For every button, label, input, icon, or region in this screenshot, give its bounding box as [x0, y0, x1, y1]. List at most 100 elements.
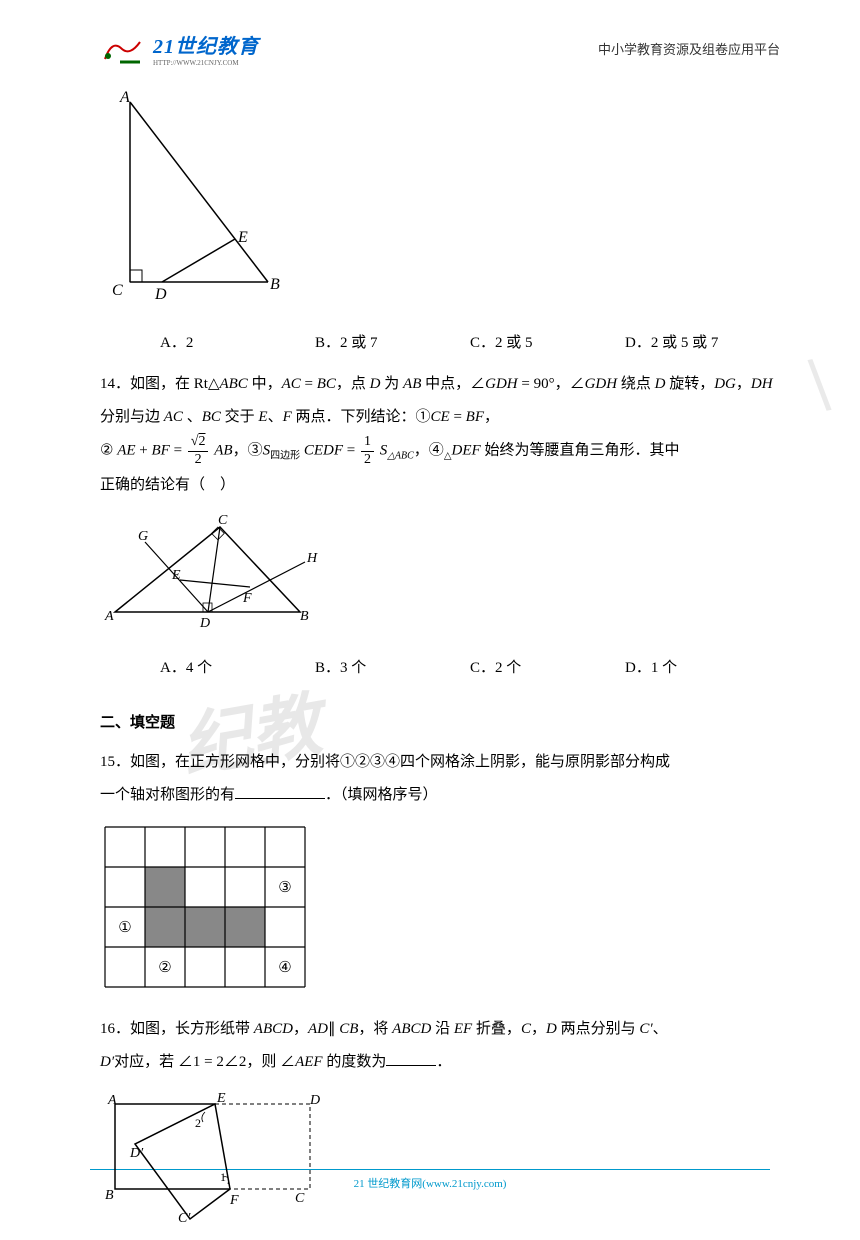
t: 中点，∠ [421, 376, 485, 392]
q15-grid: ①②③④ [100, 822, 780, 1003]
t: 、 [268, 409, 283, 425]
t: 两点．下列结论：① [292, 409, 431, 425]
t: 如图，在正方形网格中，分别将①②③④四个网格涂上阴影，能与原阴影部分构成 [130, 754, 670, 770]
blank [386, 1051, 436, 1066]
svg-text:D: D [154, 286, 167, 303]
q13-opt-b: B．2 或 7 [315, 328, 470, 358]
svg-text:G: G [138, 529, 148, 544]
logo-text-sub: HTTP://WWW.21CNJY.COM [153, 59, 259, 67]
t: ，③ [233, 443, 263, 459]
logo-text-main: 21世纪教育 [153, 36, 259, 58]
t: AEF [295, 1054, 323, 1070]
t: 2 [198, 434, 205, 449]
section-2-title: 二、填空题 [100, 708, 780, 738]
t: D [370, 376, 381, 392]
svg-text:A: A [119, 89, 130, 106]
t: BF [466, 409, 484, 425]
svg-text:④: ④ [278, 960, 291, 976]
t: ，将 [358, 1021, 392, 1037]
t: AC [282, 376, 301, 392]
t: 沿 [431, 1021, 454, 1037]
t: 2 [361, 452, 374, 469]
t: C′ [639, 1021, 652, 1037]
q14-opt-c: C．2 个 [470, 653, 625, 683]
t: AE [117, 443, 135, 459]
svg-text:C′: C′ [178, 1211, 191, 1226]
t: D [546, 1021, 557, 1037]
t: AB [214, 443, 232, 459]
q14-opt-d: D．1 个 [625, 653, 780, 683]
svg-text:B: B [105, 1188, 114, 1203]
svg-text:F: F [229, 1193, 239, 1208]
t: 的度数为 [323, 1054, 387, 1070]
logo-icon [100, 34, 145, 64]
t: 绕点 [617, 376, 651, 392]
q15-number: 15． [100, 754, 130, 770]
svg-text:D: D [199, 616, 210, 631]
fraction: 12 [361, 434, 374, 469]
t: ② [100, 443, 113, 459]
t: BC [202, 409, 221, 425]
t: 如图，长方形纸带 [130, 1021, 254, 1037]
t: 交于 [221, 409, 259, 425]
t: 一个轴对称图形的有 [100, 787, 235, 803]
t: 分别与边 [100, 409, 164, 425]
t: △ [444, 451, 452, 462]
t: DEF [452, 443, 481, 459]
t: AC [164, 409, 183, 425]
t: 四边形 [270, 451, 300, 462]
t: GDH [585, 376, 618, 392]
q16-figure: A B C D E F D′ C′ 2 1 [100, 1089, 780, 1240]
t: 折叠， [472, 1021, 521, 1037]
svg-text:C: C [295, 1191, 305, 1206]
t: ，点 [336, 376, 370, 392]
t: △ABC [387, 451, 414, 462]
t: 1 [361, 434, 374, 452]
svg-text:B: B [270, 276, 280, 293]
svg-text:②: ② [158, 960, 171, 976]
blank [235, 784, 325, 799]
t: EF [454, 1021, 472, 1037]
header-right-text: 中小学教育资源及组卷应用平台 [598, 39, 780, 58]
t: ．（填网格序号） [325, 787, 438, 803]
t: ， [736, 376, 751, 392]
t: BC [317, 376, 336, 392]
svg-text:F: F [242, 591, 252, 606]
t: ABCD [254, 1021, 293, 1037]
t: ， [531, 1021, 546, 1037]
q14-opt-b: B．3 个 [315, 653, 470, 683]
t: E [258, 409, 267, 425]
q14-figure: A B C D E F G H [100, 512, 780, 643]
t: = 90°，∠ [518, 376, 585, 392]
q16-text: 16．如图，长方形纸带 ABCD，AD∥ CB，将 ABCD 沿 EF 折叠，C… [100, 1013, 780, 1079]
q13-opt-d: D．2 或 5 或 7 [625, 328, 780, 358]
t: ． [436, 1054, 451, 1070]
svg-text:③: ③ [278, 880, 291, 896]
q14-options: A．4 个 B．3 个 C．2 个 D．1 个 [100, 653, 780, 683]
t: D [655, 376, 666, 392]
t: 始终为等腰直角三角形．其中 [481, 443, 680, 459]
svg-text:A: A [104, 609, 114, 624]
t: ， [484, 409, 499, 425]
t: 旋转， [665, 376, 714, 392]
t: 两点分别与 [557, 1021, 640, 1037]
t: 、 [183, 409, 202, 425]
t: D′ [100, 1054, 114, 1070]
svg-text:2: 2 [195, 1116, 201, 1130]
t: AD [308, 1021, 328, 1037]
svg-text:D′: D′ [129, 1146, 144, 1161]
t: AB [403, 376, 421, 392]
t: 2 [188, 452, 209, 469]
svg-text:C: C [112, 282, 123, 299]
q16-number: 16． [100, 1021, 130, 1037]
t: 中， [248, 376, 282, 392]
svg-text:B: B [300, 609, 309, 624]
t: ， [293, 1021, 308, 1037]
q13-figure: A B C D E [100, 87, 780, 318]
t: ∥ [328, 1021, 336, 1037]
q15-text: 15．如图，在正方形网格中，分别将①②③④四个网格涂上阴影，能与原阴影部分构成 … [100, 746, 780, 812]
t: CB [339, 1021, 358, 1037]
t: C [521, 1021, 531, 1037]
q14-number: 14． [100, 376, 130, 392]
svg-text:D: D [309, 1093, 320, 1108]
